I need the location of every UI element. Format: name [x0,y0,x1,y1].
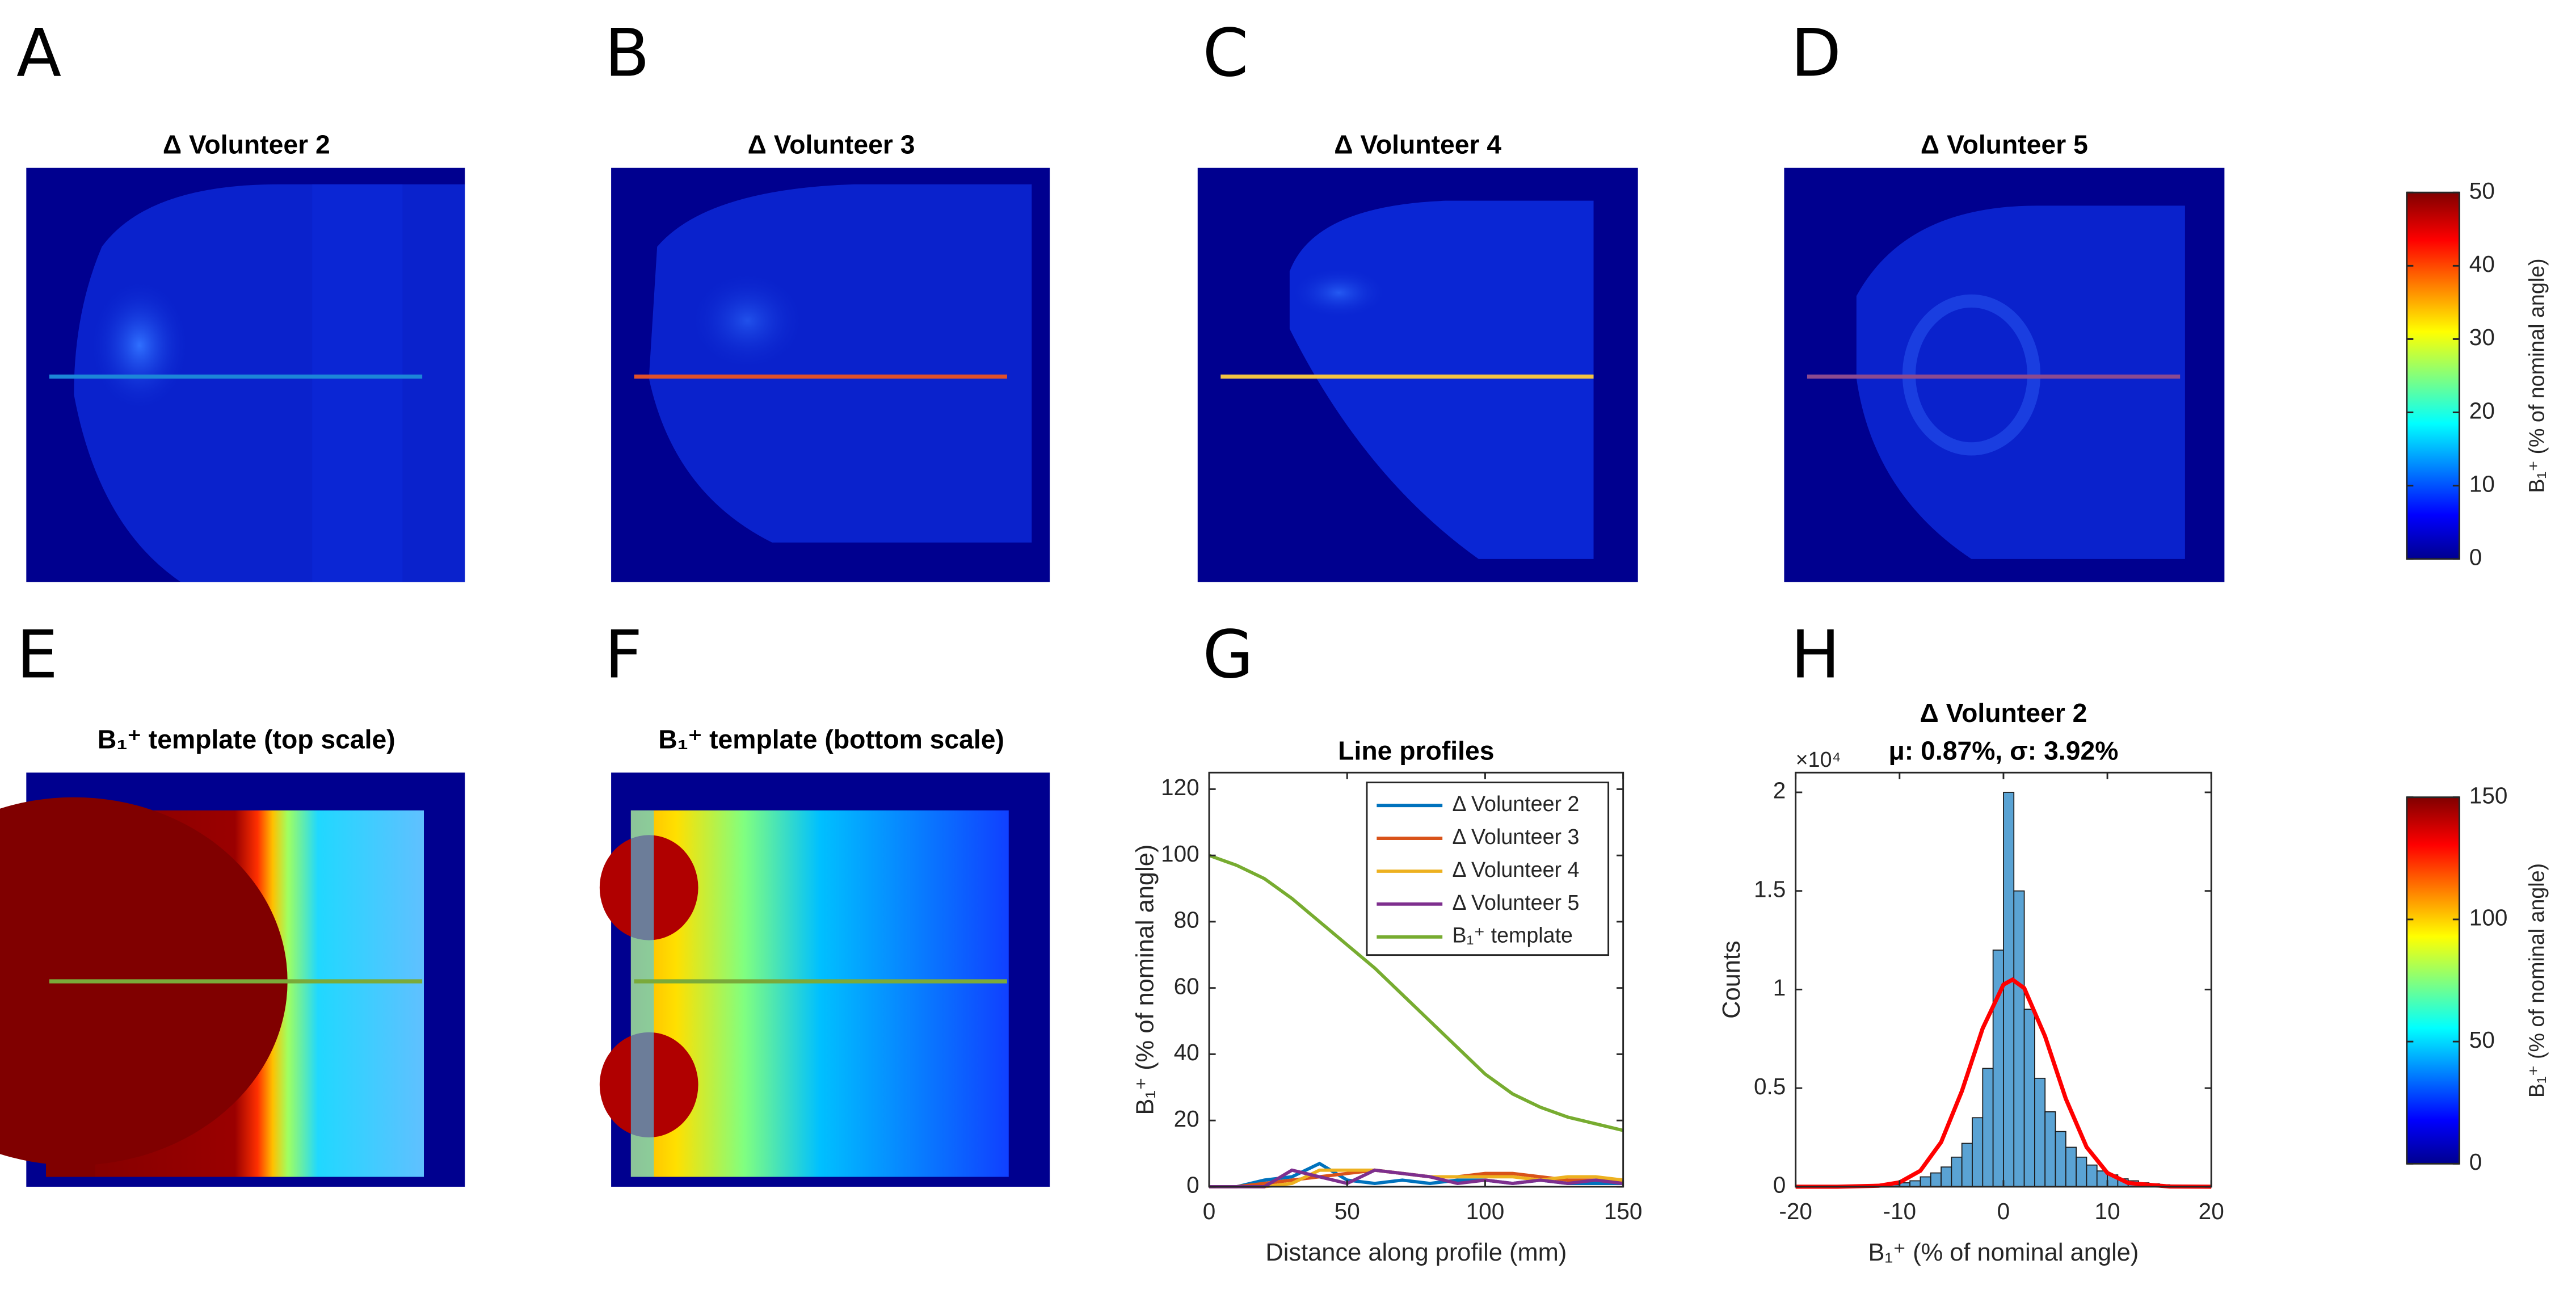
panel-title: Δ Volunteer 2 [163,129,330,159]
legend-label: Δ Volunteer 3 [1453,825,1580,849]
colorbar-tick-label: 150 [2469,782,2508,808]
histogram-bar [1941,1166,1952,1187]
histogram-bar [2086,1164,2098,1187]
line [1209,854,1624,1132]
panel-letter: F [605,617,643,693]
histogram-bar [1951,1156,1963,1187]
colorbar-tick-label: 50 [2469,178,2495,204]
panel-letter: B [605,16,650,92]
panel-title: B₁⁺ template (bottom scale) [658,724,1004,754]
x-tick-label: -20 [1779,1198,1812,1224]
colorbar-tick-label: 30 [2469,324,2495,350]
x-tick-label: 0 [1997,1198,2010,1224]
colorbar-tick-label: 40 [2469,251,2495,277]
histogram-bar [1961,1143,1973,1187]
chart-subtitle: μ: 0.87%, σ: 3.92% [1888,736,2118,766]
image-e [0,772,465,1187]
y-tick-label: 2 [1773,778,1786,804]
y-tick-label: 120 [1161,774,1199,800]
y-tick-label: 40 [1174,1039,1199,1065]
y-tick-label: 100 [1161,841,1199,867]
chart-title: Δ Volunteer 2 [1920,698,2087,728]
histogram-bar [2023,1009,2035,1187]
histogram-bar [1972,1117,1984,1187]
y-axis-label: B₁⁺ (% of nominal angle) [1131,845,1159,1115]
histogram-bar [2003,792,2015,1187]
histogram-bar [2076,1156,2087,1187]
histogram-bar [1909,1180,1921,1187]
x-tick-label: 0 [1203,1198,1216,1224]
y-tick-label: 1.5 [1754,876,1786,902]
panel-letter: D [1791,16,1841,92]
axes-box [1208,771,1624,1188]
histogram-bar [1930,1172,1942,1187]
panel-letter: A [16,16,61,92]
colorbar-label: B₁⁺ (% of nominal angle) [2524,863,2548,1098]
y-tick-label: 0.5 [1754,1073,1786,1099]
colorbar-tick-label: 0 [2469,1149,2482,1175]
legend-label: Δ Volunteer 5 [1453,891,1580,914]
colorbar-tick-label: 20 [2469,397,2495,423]
x-tick-label: -10 [1883,1198,1917,1224]
panel-letter: C [1202,16,1248,92]
colorbar-tick-label: 50 [2469,1027,2495,1053]
image-c [1197,167,1638,582]
x-axis-label: Distance along profile (mm) [1265,1239,1567,1266]
legend-label: Δ Volunteer 2 [1453,792,1580,816]
line [1209,1168,1624,1188]
histogram-bar [2013,890,2025,1187]
panel-letter: E [16,617,58,693]
histogram-bar [2044,1111,2056,1187]
y-exponent: ×10⁴ [1796,747,1841,771]
panel-letter: G [1202,617,1253,693]
y-tick-label: 60 [1174,973,1199,999]
histogram-bar [1920,1176,1931,1187]
x-tick-label: 150 [1604,1198,1643,1224]
histogram-bar [2034,1077,2046,1187]
y-tick-label: 0 [1773,1172,1786,1198]
y-axis-label: Counts [1718,940,1745,1019]
panel-title: Δ Volunteer 4 [1334,129,1501,159]
y-tick-label: 0 [1186,1172,1199,1198]
colorbar [2406,796,2460,1165]
chart-title: Line profiles [1338,736,1494,766]
image-f [599,772,1050,1187]
colorbar [2406,191,2460,560]
x-axis-label: B₁⁺ (% of nominal angle) [1868,1239,2139,1266]
panel-title: B₁⁺ template (top scale) [98,724,395,754]
histogram-bar [2055,1131,2066,1187]
colorbar-tick-label: 10 [2469,471,2495,497]
colorbar-tick-label: 0 [2469,544,2482,570]
x-tick-label: 100 [1466,1198,1505,1224]
legend-box [1366,782,1610,956]
image-a [26,167,465,582]
image-b [611,167,1050,582]
legend-label: Δ Volunteer 4 [1453,858,1580,881]
image-d [1784,167,2225,582]
histogram-bar [2065,1146,2077,1187]
x-tick-label: 20 [2199,1198,2224,1224]
colorbar-label: B₁⁺ (% of nominal angle) [2524,258,2548,493]
panel-title: Δ Volunteer 3 [748,129,915,159]
legend-label: B₁⁺ template [1453,923,1573,947]
y-tick-label: 20 [1174,1106,1199,1132]
y-tick-label: 1 [1773,975,1786,1001]
panel-letter: H [1791,617,1840,693]
histogram-bar [1982,1068,1994,1187]
colorbar-tick-label: 100 [2469,905,2508,931]
y-tick-label: 80 [1174,907,1199,933]
x-tick-label: 50 [1335,1198,1360,1224]
x-tick-label: 10 [2095,1198,2120,1224]
panel-title: Δ Volunteer 5 [1921,129,2088,159]
fit-curve [1795,977,2212,1189]
